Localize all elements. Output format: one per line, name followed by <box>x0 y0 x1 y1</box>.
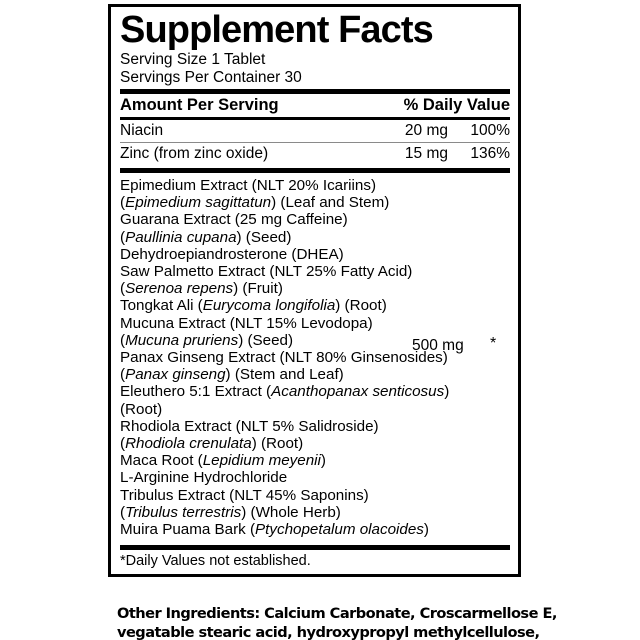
other-ingredients-line: vegatable stearic acid, hydroxypropyl me… <box>117 624 540 640</box>
blend-ingredient-line: Mucuna Extract (NLT 15% Levodopa) <box>120 314 373 332</box>
divider-thin-nutrients <box>120 142 510 143</box>
amount-per-serving-header: Amount Per Serving <box>120 96 279 114</box>
blend-daily-value: * <box>490 335 497 352</box>
latin-binomial: Rhodiola crenulata <box>125 435 252 453</box>
nutrient-daily-value: 100% <box>470 122 510 139</box>
latin-binomial: Epimedium sagittatun <box>125 194 272 212</box>
blend-ingredient-line: Tribulus Extract (NLT 45% Saponins) <box>120 486 369 504</box>
nutrient-name: Zinc (from zinc oxide) <box>120 145 269 162</box>
nutrient-amount: 20 mg <box>404 122 448 139</box>
latin-binomial: Lepidium meyenii <box>202 452 321 470</box>
blend-ingredient-line: Muira Puama Bark (Ptychopetalum olacoide… <box>120 521 429 539</box>
latin-binomial: Tribulus terrestris <box>125 503 242 521</box>
blend-ingredient-line: Rhodiola Extract (NLT 5% Salidroside) <box>120 417 379 435</box>
blend-ingredient-line: L-Arginine Hydrochloride <box>120 469 288 487</box>
blend-ingredient-line: Guarana Extract (25 mg Caffeine) <box>120 211 348 229</box>
latin-binomial: Panax ginseng <box>125 366 226 384</box>
nutrient-daily-value: 136% <box>470 145 510 162</box>
page-title: Supplement Facts <box>120 9 434 51</box>
blend-ingredient-line: (Rhodiola crenulata) (Root) <box>120 435 304 453</box>
serving-size-text: Serving Size 1 Tablet <box>120 51 266 68</box>
other-ingredients-block: Other Ingredients: Calcium Carbonate, Cr… <box>117 604 557 640</box>
table-row: Niacin 20 mg 100% <box>120 120 510 142</box>
supplement-facts-panel: Supplement Facts Serving Size 1 Tablet S… <box>108 4 521 578</box>
blend-ingredient-line: (Serenoa repens) (Fruit) <box>120 280 283 298</box>
blend-ingredient-line: (Panax ginseng) (Stem and Leaf) <box>120 366 344 384</box>
servings-per-container-text: Servings Per Container 30 <box>120 68 302 86</box>
latin-binomial: Paullinia cupana <box>125 228 237 246</box>
blend-ingredient-line: (Tribulus terrestris) (Whole Herb) <box>120 503 341 521</box>
other-ingredients-line: Other Ingredients: Calcium Carbonate, Cr… <box>117 605 557 622</box>
divider-thick-footnote <box>120 545 510 551</box>
blend-ingredient-line: Tongkat Ali (Eurycoma longifolia) (Root) <box>120 297 387 315</box>
daily-value-header: % Daily Value <box>403 96 510 114</box>
blend-ingredient-line: (Root) <box>120 400 163 418</box>
blend-ingredient-line: (Mucuna pruriens) (Seed) <box>120 331 294 349</box>
latin-binomial: Eurycoma longifolia <box>202 297 336 315</box>
latin-binomial: Serenoa repens <box>125 280 234 298</box>
table-header-row: Amount Per Serving % Daily Value <box>120 94 510 117</box>
footnote-text: *Daily Values not established. <box>120 553 311 570</box>
latin-binomial: Acanthopanax senticosus <box>271 383 445 401</box>
blend-ingredient-line: Panax Ginseng Extract (NLT 80% Ginsenosi… <box>120 349 448 367</box>
latin-binomial: Ptychopetalum olacoides <box>255 521 424 539</box>
blend-ingredient-line: (Epimedium sagittatun) (Leaf and Stem) <box>120 194 390 212</box>
table-row: Zinc (from zinc oxide) 15 mg 136% <box>120 143 510 165</box>
divider-thick-top <box>120 89 510 94</box>
blend-ingredient-list: Epimedium Extract (NLT 20% Icariins) (Epi… <box>120 177 450 539</box>
nutrient-name: Niacin <box>120 122 164 139</box>
divider-under-header <box>120 117 510 120</box>
blend-ingredient-line: Eleuthero 5:1 Extract (Acanthopanax sent… <box>120 383 450 401</box>
latin-binomial: Mucuna pruriens <box>125 331 239 349</box>
divider-thick-blend-top <box>120 168 510 173</box>
blend-amount: 500 mg <box>412 337 464 354</box>
blend-ingredient-line: (Paullinia cupana) (Seed) <box>120 228 292 246</box>
blend-ingredient-line: Saw Palmetto Extract (NLT 25% Fatty Acid… <box>120 263 413 281</box>
blend-ingredient-line: Epimedium Extract (NLT 20% Icariins) <box>120 177 377 194</box>
nutrient-amount: 15 mg <box>404 145 448 162</box>
proprietary-blend-section: Epimedium Extract (NLT 20% Icariins) (Epi… <box>120 173 510 542</box>
blend-ingredient-line: Maca Root (Lepidium meyenii) <box>120 452 326 470</box>
blend-ingredient-line: Dehydroepiandrosterone (DHEA) <box>120 245 344 263</box>
